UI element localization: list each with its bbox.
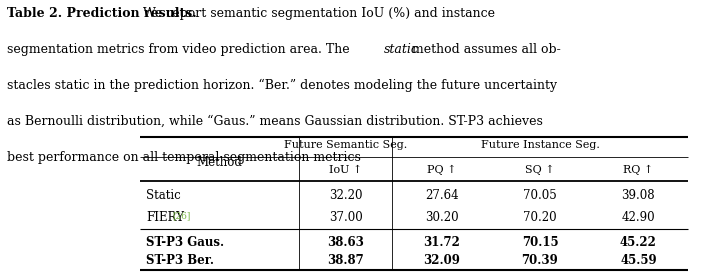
Text: Method: Method bbox=[197, 156, 243, 168]
Text: 27.64: 27.64 bbox=[425, 189, 459, 202]
Text: 39.08: 39.08 bbox=[621, 189, 655, 202]
Text: SQ ↑: SQ ↑ bbox=[525, 165, 555, 175]
Text: Future Semantic Seg.: Future Semantic Seg. bbox=[284, 140, 408, 150]
Text: 32.09: 32.09 bbox=[423, 254, 460, 267]
Text: RQ ↑: RQ ↑ bbox=[624, 165, 654, 175]
Text: stacles static in the prediction horizon. “Ber.” denotes modeling the future unc: stacles static in the prediction horizon… bbox=[7, 79, 557, 92]
Text: Table 2. Prediction results.: Table 2. Prediction results. bbox=[7, 7, 197, 20]
Text: method assumes all ob-: method assumes all ob- bbox=[408, 43, 561, 56]
Text: 38.87: 38.87 bbox=[327, 254, 364, 267]
Text: 70.20: 70.20 bbox=[523, 211, 557, 224]
Text: We report semantic segmentation IoU (%) and instance: We report semantic segmentation IoU (%) … bbox=[139, 7, 495, 20]
Text: Future Instance Seg.: Future Instance Seg. bbox=[480, 140, 600, 150]
Text: 31.72: 31.72 bbox=[423, 236, 460, 249]
Text: 32.20: 32.20 bbox=[329, 189, 362, 202]
Text: 37.00: 37.00 bbox=[329, 211, 362, 224]
Text: best performance on all temporal segmentation metrics: best performance on all temporal segment… bbox=[7, 151, 361, 164]
Text: IoU ↑: IoU ↑ bbox=[329, 165, 362, 175]
Text: 45.22: 45.22 bbox=[620, 236, 657, 249]
Text: ST-P3 Ber.: ST-P3 Ber. bbox=[146, 254, 214, 267]
Text: ST-P3 Gaus.: ST-P3 Gaus. bbox=[146, 236, 225, 249]
Text: 42.90: 42.90 bbox=[621, 211, 655, 224]
Text: 70.39: 70.39 bbox=[521, 254, 559, 267]
Text: Static: Static bbox=[146, 189, 181, 202]
Text: 30.20: 30.20 bbox=[425, 211, 459, 224]
Text: 38.63: 38.63 bbox=[327, 236, 364, 249]
Text: static: static bbox=[384, 43, 418, 56]
Text: FIERY: FIERY bbox=[146, 211, 184, 224]
Text: 70.15: 70.15 bbox=[522, 236, 558, 249]
Text: segmentation metrics from video prediction area. The: segmentation metrics from video predicti… bbox=[7, 43, 354, 56]
Text: 45.59: 45.59 bbox=[620, 254, 657, 267]
Text: PQ ↑: PQ ↑ bbox=[427, 165, 456, 175]
Text: 70.05: 70.05 bbox=[523, 189, 557, 202]
Text: [26]: [26] bbox=[173, 212, 191, 220]
Text: as Bernoulli distribution, while “Gaus.” means Gaussian distribution. ST-P3 achi: as Bernoulli distribution, while “Gaus.”… bbox=[7, 115, 543, 128]
